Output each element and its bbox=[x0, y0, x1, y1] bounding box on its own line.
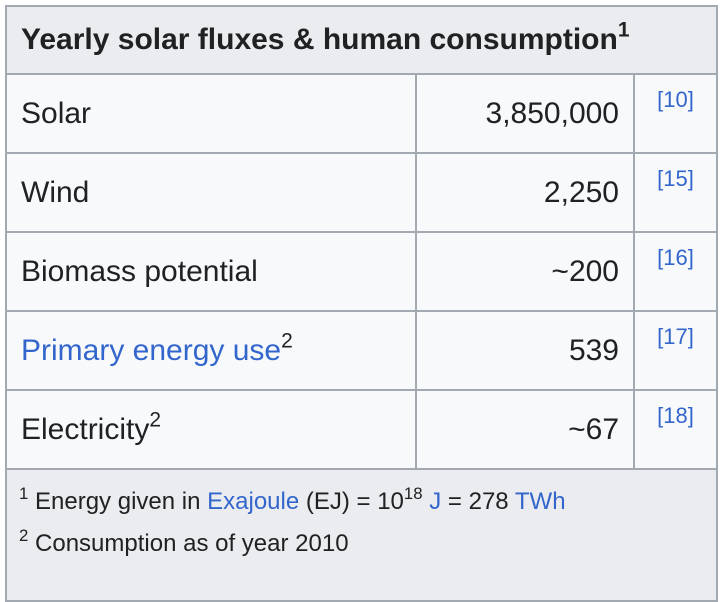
row-value: ~200 bbox=[415, 231, 635, 312]
label-note: 2 bbox=[281, 328, 293, 352]
row-label: Wind bbox=[5, 152, 417, 233]
row-ref-cell: [16] bbox=[633, 231, 718, 312]
footnote-link[interactable]: Exajoule bbox=[207, 488, 300, 515]
footnote-text: (EJ) = 10 bbox=[305, 488, 404, 515]
footnote-text: Consumption as of year 2010 bbox=[35, 530, 349, 557]
data-table: Yearly solar fluxes & human consumption1… bbox=[5, 5, 718, 602]
reference-link[interactable]: [10] bbox=[657, 87, 694, 112]
label-text: Biomass potential bbox=[21, 254, 258, 288]
row-value: 2,250 bbox=[415, 152, 635, 233]
row-value: ~67 bbox=[415, 389, 635, 470]
table-row: Electricity2 ~67 [18] bbox=[5, 389, 718, 470]
footnote-mark: 1 bbox=[19, 483, 29, 503]
footnote-link[interactable]: TWh bbox=[514, 488, 566, 515]
title-text: Yearly solar fluxes & human consumption bbox=[21, 23, 618, 56]
footnote: 2 Consumption as of year 2010 bbox=[19, 527, 704, 558]
row-label: Solar bbox=[5, 73, 417, 154]
label-text: Solar bbox=[21, 96, 92, 130]
row-ref-cell: [15] bbox=[633, 152, 718, 233]
row-label: Biomass potential bbox=[5, 231, 417, 312]
reference-link[interactable]: [18] bbox=[657, 403, 694, 428]
reference-link[interactable]: [16] bbox=[657, 245, 694, 270]
reference-link[interactable]: [15] bbox=[657, 166, 694, 191]
table-row: Primary energy use2 539 [17] bbox=[5, 310, 718, 391]
row-label: Primary energy use2 bbox=[5, 310, 417, 391]
row-ref-cell: [17] bbox=[633, 310, 718, 391]
footer-row: 1 Energy given in Exajoule (EJ) = 1018 J… bbox=[5, 468, 718, 602]
row-value: 3,850,000 bbox=[415, 73, 635, 154]
table-row: Biomass potential ~200 [16] bbox=[5, 231, 718, 312]
footnote-text: Energy given in bbox=[35, 488, 201, 515]
label-text: Wind bbox=[21, 175, 90, 209]
table-row: Solar 3,850,000 [10] bbox=[5, 73, 718, 154]
table-row: Wind 2,250 [15] bbox=[5, 152, 718, 233]
footnote-mark: 2 bbox=[19, 525, 29, 545]
row-value: 539 bbox=[415, 310, 635, 391]
label-link[interactable]: Primary energy use bbox=[21, 333, 282, 367]
footnotes: 1 Energy given in Exajoule (EJ) = 1018 J… bbox=[5, 468, 718, 602]
row-ref-cell: [10] bbox=[633, 73, 718, 154]
footnote-link[interactable]: J bbox=[429, 488, 442, 515]
header-row: Yearly solar fluxes & human consumption1 bbox=[5, 5, 718, 75]
reference-link[interactable]: [17] bbox=[657, 324, 694, 349]
label-note: 2 bbox=[149, 407, 162, 431]
page: Yearly solar fluxes & human consumption1… bbox=[5, 5, 718, 602]
title-note: 1 bbox=[617, 18, 630, 42]
footnote: 1 Energy given in Exajoule (EJ) = 1018 J… bbox=[19, 485, 704, 516]
exponent: 18 bbox=[403, 483, 423, 503]
table-title: Yearly solar fluxes & human consumption1 bbox=[5, 5, 718, 75]
footnote-text: = 278 bbox=[447, 488, 509, 515]
row-label: Electricity2 bbox=[5, 389, 417, 470]
row-ref-cell: [18] bbox=[633, 389, 718, 470]
label-text: Electricity bbox=[21, 412, 150, 446]
